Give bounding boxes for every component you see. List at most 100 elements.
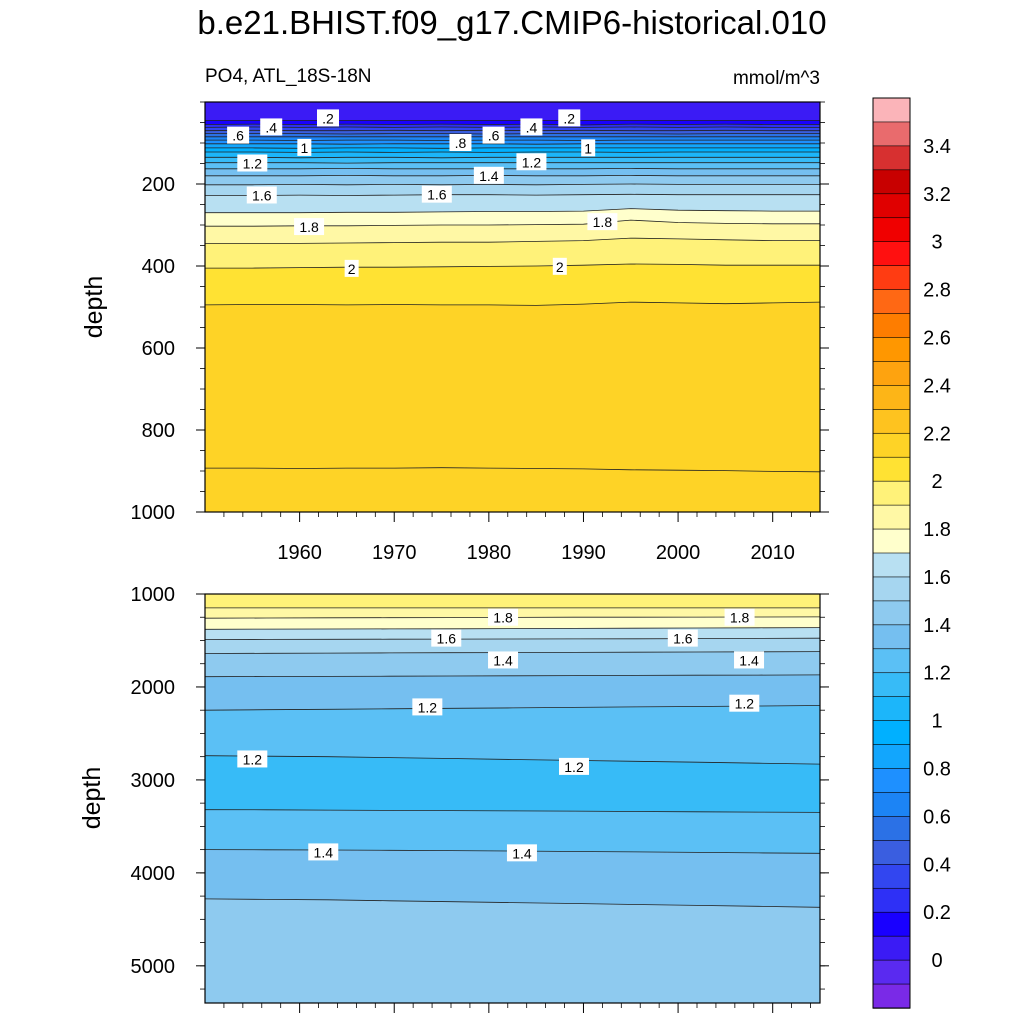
lower-y-tick-label: 2000 — [131, 677, 176, 699]
lower-y-tick-label: 5000 — [131, 956, 176, 978]
lower-contour-label-box — [729, 694, 760, 712]
lower-y-tick-label: 3000 — [131, 770, 176, 792]
colorbar-box — [872, 792, 911, 818]
upper-contour-label: .2 — [322, 110, 334, 126]
upper-y-axis-title: depth — [80, 276, 108, 339]
upper-y-tick-label: 400 — [142, 256, 175, 278]
upper-contour-label: 2 — [556, 259, 564, 275]
colorbar-box — [872, 816, 911, 842]
lower-contour-label-box — [667, 629, 698, 647]
lower-contour-label: 1.4 — [512, 845, 532, 861]
lower-contour-label-box — [308, 843, 339, 861]
lower-axes: 1000 2000 3000 4000 5000 — [131, 584, 829, 1013]
upper-axes: 200 400 600 800 1000 1960 1970 1980 1990 2000 2010 — [131, 101, 829, 564]
upper-contour-fills — [205, 102, 820, 512]
colorbar-box — [872, 696, 911, 722]
upper-contour-label: 1.2 — [522, 154, 542, 170]
colorbar-tick-label: 1 — [931, 711, 942, 733]
upper-depth-panel: .2.2.4.4.6.6.81 11.2 1.21.41.6 1.61.8 1.82 2 … — [80, 101, 829, 564]
colorbar-tick-label: 0.2 — [923, 902, 951, 924]
colorbar-box — [872, 313, 911, 339]
upper-contour-label: .2 — [563, 110, 575, 126]
upper-x-tick-label: 1960 — [277, 542, 322, 564]
lower-contour-label: 1.6 — [673, 631, 693, 647]
upper-contour-label: 1.8 — [299, 219, 319, 235]
lower-contour-label-box — [724, 608, 755, 626]
lower-contour-label-box — [559, 757, 589, 775]
upper-contour-label: 1 — [584, 140, 592, 156]
colorbar-box — [872, 385, 911, 411]
lower-contour-band — [205, 637, 820, 654]
colorbar-tick-label: 0.6 — [923, 806, 951, 828]
lower-contour-line — [205, 705, 820, 711]
lower-contour-label: 1.2 — [418, 699, 438, 715]
upper-contour-label-box — [520, 118, 543, 136]
lower-contour-band — [205, 705, 820, 765]
upper-contour-label: 2 — [348, 261, 356, 277]
lower-contour-label: 1.8 — [493, 610, 513, 626]
lower-contour-label: 1.6 — [437, 631, 457, 647]
colorbar-box — [872, 361, 911, 387]
upper-contour-band — [205, 301, 820, 473]
lower-contour-line — [205, 637, 820, 640]
colorbar-box — [872, 241, 911, 267]
upper-contour-label: 1 — [300, 140, 308, 156]
lower-contour-label: 1.2 — [735, 696, 755, 712]
upper-y-tick-label: 800 — [142, 420, 175, 442]
colorbar-box — [872, 265, 911, 291]
lower-contour-label-box — [488, 651, 519, 669]
colorbar-box — [872, 217, 911, 243]
colorbar-tick-label: 1.4 — [923, 615, 951, 637]
lower-contour-labels: 1.8 1.8 1.6 1.6 1.4 1.4 1.2 1.2 1.2 1.2 1.4 1.4 — [237, 608, 765, 862]
lower-contour-label: 1.4 — [493, 652, 513, 668]
chart-subtitle-variable: PO4, ATL_18S-18N — [205, 66, 372, 87]
upper-contour-label: 1.4 — [479, 168, 499, 184]
upper-contour-label-box — [294, 218, 325, 236]
upper-contour-labels: .2 .2 .4 .4 .6 .6 .8 1 1 1.2 1.2 1.4 1.6 1.6 1.8 1.8 2 2 — [227, 109, 618, 277]
upper-contour-label-box — [297, 138, 312, 156]
upper-contour-line — [205, 193, 820, 196]
lower-contour-band — [205, 755, 820, 813]
upper-contour-label-box — [227, 126, 250, 144]
colorbar-box — [872, 959, 911, 985]
upper-contour-label: .6 — [488, 128, 500, 144]
upper-contour-band — [205, 183, 820, 196]
chart-subtitle-units: mmol/m^3 — [732, 68, 820, 89]
colorbar-box — [872, 768, 911, 794]
lower-contour-line — [205, 809, 820, 813]
colorbar-tick-label: 3 — [931, 232, 942, 254]
colorbar-box — [872, 840, 911, 866]
colorbar-box — [872, 121, 911, 147]
lower-y-axis-title: depth — [78, 767, 106, 830]
upper-contour-line — [205, 301, 820, 306]
upper-contour-label: .8 — [455, 135, 467, 151]
colorbar-box — [872, 289, 911, 315]
colorbar-tick-label: 2.6 — [923, 328, 951, 350]
lower-contour-line — [205, 674, 820, 678]
upper-contour-label-box — [317, 109, 339, 127]
colorbar-box — [872, 97, 911, 123]
upper-contour-label-box — [473, 166, 504, 184]
lower-contour-line — [205, 627, 820, 630]
colorbar-box — [872, 409, 911, 434]
lower-y-tick-label: 4000 — [131, 863, 176, 885]
upper-contour-band — [205, 263, 820, 306]
lower-contour-band — [205, 674, 820, 711]
upper-contour-label-box — [581, 139, 596, 157]
colorbar-box — [872, 432, 911, 458]
upper-x-tick-label: 1970 — [372, 542, 417, 564]
colorbar-box — [872, 145, 911, 171]
upper-contour-label: 1.8 — [593, 214, 613, 230]
colorbar-box — [872, 935, 911, 961]
colorbar-box — [872, 911, 911, 937]
lower-contour-band — [205, 898, 820, 1003]
upper-contour-label-box — [449, 134, 472, 151]
colorbar-box — [872, 576, 911, 602]
upper-x-tick-label: 1990 — [561, 542, 606, 564]
upper-contour-label-box — [246, 186, 277, 204]
colorbar-tick-label: 3.2 — [923, 184, 951, 206]
colorbar-tick-label: 3.4 — [923, 136, 951, 158]
colorbar-tick-label: 2 — [931, 471, 942, 493]
upper-contour-label-box — [516, 153, 547, 171]
